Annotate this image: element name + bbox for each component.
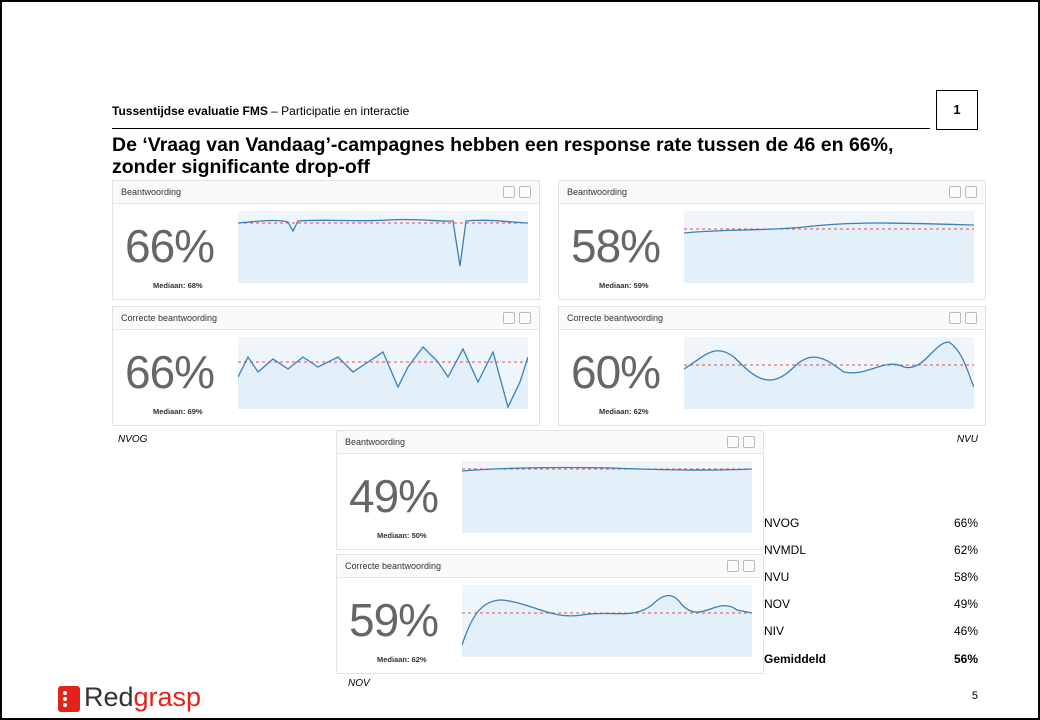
panel-header: Beantwoording — [559, 181, 985, 204]
panel: Correcte beantwoording 60% Mediaan: 62% — [558, 306, 986, 426]
panel-median: Mediaan: 62% — [599, 407, 649, 416]
panel-label: Beantwoording — [121, 187, 182, 197]
icon[interactable] — [503, 186, 515, 198]
cell: NIV — [764, 624, 785, 638]
group-label: NVU — [956, 434, 978, 445]
cell: NVU — [764, 570, 790, 584]
table-row: NVMDL 62% — [764, 543, 978, 557]
sparkline-area — [462, 467, 752, 533]
sparkline-line — [238, 346, 528, 409]
icon[interactable] — [949, 312, 961, 324]
logo-part: Red — [84, 682, 134, 712]
sparkline — [462, 461, 752, 533]
icon[interactable] — [727, 560, 739, 572]
table-row: Gemiddeld 56% — [764, 652, 978, 666]
sparkline — [684, 211, 974, 283]
panel-value: 66% — [125, 220, 215, 272]
panel-median: Mediaan: 69% — [153, 407, 203, 416]
panel-value: 66% — [125, 346, 215, 398]
cell: 62% — [953, 543, 978, 557]
panel-label: Correcte beantwoording — [345, 561, 442, 571]
sparkline — [238, 337, 528, 409]
panel-median: Mediaan: 62% — [377, 655, 427, 664]
cell: NVMDL — [764, 543, 807, 557]
panel-header: Beantwoording — [113, 181, 539, 204]
panel: Correcte beantwoording 59% Mediaan: 62% — [336, 554, 764, 674]
sparkline-line — [684, 341, 974, 388]
icon[interactable] — [519, 312, 531, 324]
panel-median: Mediaan: 59% — [599, 281, 649, 290]
icon[interactable] — [743, 560, 755, 572]
header-rule — [112, 128, 930, 129]
panel-label: Correcte beantwoording — [121, 313, 218, 323]
cell: 49% — [953, 597, 978, 611]
cell: 56% — [953, 652, 978, 666]
logo-icon — [58, 686, 80, 712]
panel-header: Beantwoording — [337, 431, 763, 454]
sparkline-line — [462, 594, 752, 646]
group-label: NOV — [348, 678, 370, 689]
sparkline-area — [462, 595, 752, 657]
panel-median: Mediaan: 68% — [153, 281, 203, 290]
sparkline — [238, 211, 528, 283]
panel-label: Beantwoording — [345, 437, 406, 447]
logo-part: grasp — [133, 682, 202, 712]
panel-header: Correcte beantwoording — [337, 555, 763, 578]
cell: NOV — [764, 597, 791, 611]
icon[interactable] — [743, 436, 755, 448]
cell: 58% — [953, 570, 978, 584]
panel-label: Beantwoording — [567, 187, 628, 197]
icon[interactable] — [965, 186, 977, 198]
cell: NVOG — [764, 516, 800, 530]
group-label: NVOG — [118, 434, 148, 445]
panel-value: 59% — [349, 594, 439, 646]
sparkline-area — [684, 223, 974, 283]
cell: 46% — [953, 624, 978, 638]
panel-value: 49% — [349, 470, 439, 522]
icon[interactable] — [965, 312, 977, 324]
header-bold: Tussentijdse evaluatie FMS — [112, 104, 268, 118]
panel-value: 58% — [571, 220, 661, 272]
icon[interactable] — [503, 312, 515, 324]
panel: Correcte beantwoording 66% Mediaan: 69% — [112, 306, 540, 426]
panel-header: Correcte beantwoording — [559, 307, 985, 330]
panel-median: Mediaan: 50% — [377, 531, 427, 540]
icon[interactable] — [727, 436, 739, 448]
cell: Gemiddeld — [764, 652, 827, 666]
icon[interactable] — [949, 186, 961, 198]
cell: 66% — [953, 516, 978, 530]
header: Tussentijdse evaluatie FMS – Participati… — [112, 104, 409, 118]
sparkline-area — [684, 342, 974, 409]
sparkline-area — [238, 219, 528, 283]
panel-value: 60% — [571, 346, 661, 398]
sparkline — [462, 585, 752, 657]
panel-label: Correcte beantwoording — [567, 313, 664, 323]
panel-header: Correcte beantwoording — [113, 307, 539, 330]
sparkline-line — [462, 466, 752, 472]
table-row: NIV 46% — [764, 624, 978, 638]
sparkline-line — [684, 222, 974, 234]
table-row: NVOG 66% — [764, 516, 978, 530]
badge: 1 — [936, 90, 978, 130]
logo: Redgrasp — [84, 682, 201, 713]
panel: Beantwoording 49% Mediaan: 50% — [336, 430, 764, 550]
panel: Beantwoording 66% Mediaan: 68% — [112, 180, 540, 300]
table-row: NVU 58% — [764, 570, 978, 584]
sparkline-line — [238, 218, 528, 267]
header-rest: – Participatie en interactie — [267, 104, 410, 118]
table-row: NOV 49% — [764, 597, 978, 611]
panel: Beantwoording 58% Mediaan: 59% — [558, 180, 986, 300]
icon[interactable] — [519, 186, 531, 198]
page-number: 5 — [971, 690, 978, 702]
sparkline — [684, 337, 974, 409]
title: De ‘Vraag van Vandaag’-campagnes hebben … — [112, 134, 894, 178]
